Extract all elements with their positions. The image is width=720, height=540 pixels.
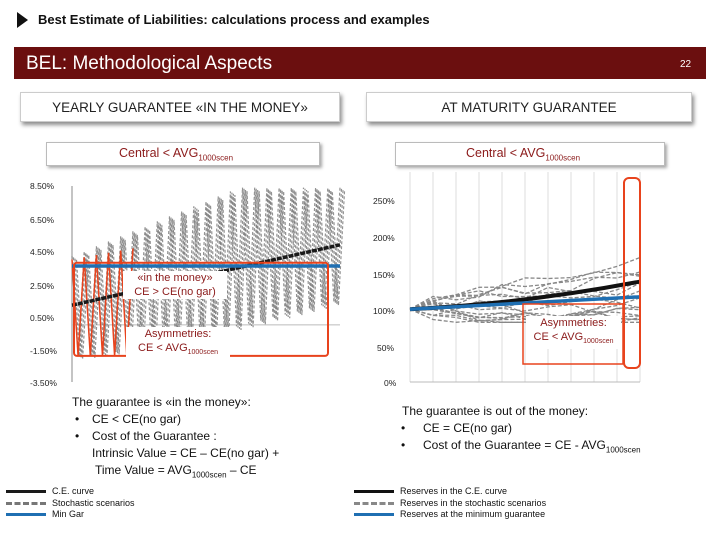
left-scenario-path <box>75 191 346 360</box>
right-scenario-path <box>409 256 641 310</box>
legend-item-ce: C.E. curve <box>6 486 135 498</box>
right-asym-annotation: Asymmetries: CE < AVG1000scen <box>526 316 621 350</box>
left-bullet2: Cost of the Guarantee : <box>92 429 217 443</box>
right-bullet1: CE = CE(no gar) <box>423 421 513 435</box>
left-asym-annotation: Asymmetries: CE < AVG1000scen <box>126 327 230 361</box>
money-line2: CE > CE(no gar) <box>134 286 216 298</box>
legend-mingar-swatch <box>6 513 46 517</box>
right-asym-sub: 1000scen <box>583 338 614 346</box>
left-line3: Intrinsic Value = CE – CE(no gar) + <box>92 446 280 460</box>
left-money-annotation: «in the money» CE > CE(no gar) <box>123 271 227 299</box>
left-y-tick: -3.50% <box>30 378 57 388</box>
right-condition-text: Central < AVG <box>466 146 546 160</box>
left-heading-box: YEARLY GUARANTEE «IN THE MONEY» <box>20 92 340 122</box>
right-condition-box: Central < AVG1000scen <box>395 142 665 166</box>
right-mingar-line <box>409 295 641 311</box>
right-bullet2: Cost of the Guarantee = CE - AVG1000scen <box>423 438 641 455</box>
right-y-tick: 200% <box>373 233 395 243</box>
left-y-tick: 4.50% <box>30 247 55 257</box>
right-scenario-path <box>409 307 641 323</box>
left-y-tick: 2.50% <box>30 281 55 291</box>
right-intro: The guarantee is out of the money: <box>402 404 589 418</box>
left-asym-sub: 1000scen <box>187 349 218 357</box>
right-heading-box: AT MATURITY GUARANTEE <box>366 92 692 122</box>
left-y-tick: -1.50% <box>30 346 57 356</box>
right-y-tick: 50% <box>377 343 395 353</box>
bullet-arrow-icon <box>17 12 28 28</box>
page-number: 22 <box>680 59 692 70</box>
legend-ce-swatch <box>6 490 46 494</box>
left-asym-line1: Asymmetries: <box>144 328 212 340</box>
left-condition-box: Central < AVG1000scen <box>46 142 320 166</box>
left-line4: Time Value = AVG1000scen – CE <box>95 463 257 480</box>
right-y-tick: 250% <box>373 196 395 206</box>
section-banner <box>14 47 706 79</box>
legend-ce-reserves-swatch <box>354 490 394 494</box>
right-scenario-path <box>409 281 641 310</box>
right-y-tick: 0% <box>384 378 397 388</box>
left-scenario-path <box>74 189 344 358</box>
legend-item-stoch-reserves: Reserves in the stochastic scenarios <box>354 498 546 510</box>
right-asym-line2: CE < AVG <box>533 331 584 343</box>
legend-item-min-reserves: Reserves at the minimum guarantee <box>354 509 546 521</box>
legend-stoch-reserves-swatch <box>354 501 394 505</box>
right-heading: AT MATURITY GUARANTEE <box>441 99 617 115</box>
bullet-dot: • <box>401 421 406 435</box>
legend-item-ce-reserves: Reserves in the C.E. curve <box>354 486 546 498</box>
right-condition-sub: 1000scen <box>545 153 581 163</box>
right-scenario-path <box>409 271 641 310</box>
right-scenario-path <box>409 302 641 321</box>
left-y-tick: 6.50% <box>30 215 55 225</box>
left-y-tick: 8.50% <box>30 181 55 191</box>
right-highlight-column <box>623 177 641 369</box>
left-condition-text: Central < AVG <box>119 146 199 160</box>
right-y-tick: 150% <box>373 270 395 280</box>
banner-title: BEL: Methodological Aspects <box>26 53 273 74</box>
right-asym-line1: Asymmetries: <box>540 317 607 329</box>
left-asym-line2: CE < AVG <box>138 342 188 354</box>
left-legend: C.E. curve Stochastic scenarios Min Gar <box>6 486 135 521</box>
legend-min-reserves-swatch <box>354 513 394 517</box>
left-heading: YEARLY GUARANTEE «IN THE MONEY» <box>52 99 308 115</box>
right-y-tick: 100% <box>373 306 395 316</box>
legend-item-mingar: Min Gar <box>6 509 135 521</box>
left-bullet1: CE < CE(no gar) <box>92 412 182 426</box>
right-legend: Reserves in the C.E. curve Reserves in t… <box>354 486 546 521</box>
bullet-dot: • <box>401 438 406 452</box>
bullet-dot: • <box>75 429 80 443</box>
left-ce-curve <box>71 243 341 307</box>
left-y-tick: 0.50% <box>30 313 55 323</box>
left-intro: The guarantee is «in the money»: <box>72 395 251 409</box>
bullet-dot: • <box>75 412 80 426</box>
right-scenario-path <box>409 271 641 310</box>
money-line1: «in the money» <box>137 272 213 284</box>
legend-scen-swatch <box>6 501 46 505</box>
slide-title: Best Estimate of Liabilities: calculatio… <box>38 12 430 27</box>
left-condition-sub: 1000scen <box>198 153 234 163</box>
left-scenario-path <box>72 188 343 357</box>
legend-item-scen: Stochastic scenarios <box>6 498 135 510</box>
